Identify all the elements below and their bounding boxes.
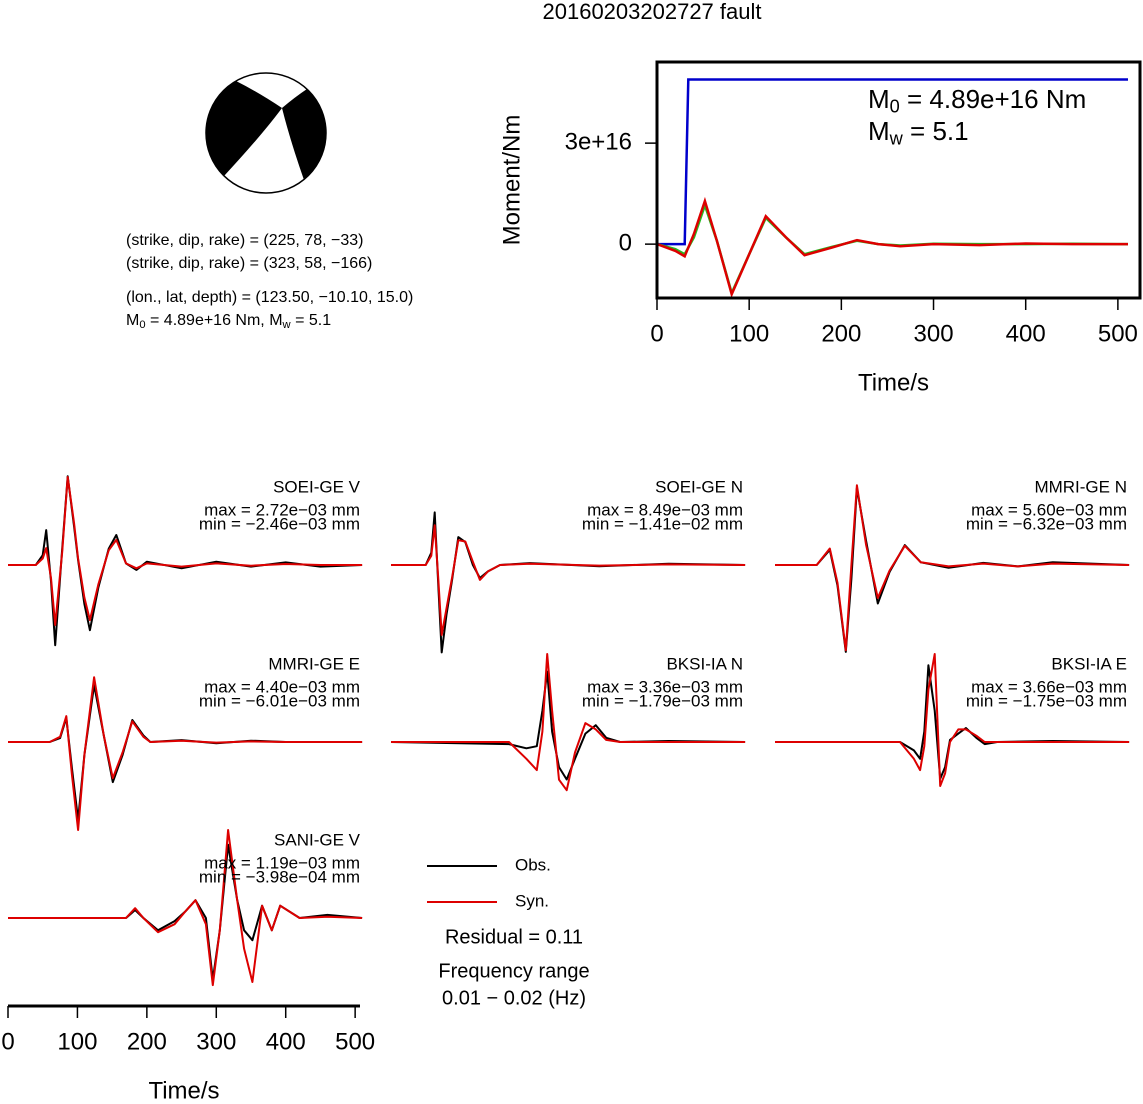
text-part: = 4.89e+16 Nm, M: [146, 312, 283, 329]
text-part: M: [868, 84, 890, 114]
x-tick-label: 200: [127, 1028, 167, 1055]
plot-frame: [655, 60, 1142, 300]
waveform-trace: [8, 829, 363, 987]
moment-curve: [657, 78, 1128, 246]
max-label: max = 2.72e−03 mm: [204, 500, 360, 519]
text-part: M: [868, 116, 890, 146]
max-label: max = 1.19e−03 mm: [204, 853, 360, 872]
station-label: MMRI-GE N: [1034, 477, 1127, 496]
station-label: SOEI-GE V: [273, 477, 361, 496]
station-label: MMRI-GE E: [268, 654, 360, 673]
min-label: min = −6.01e−03 mm: [199, 691, 360, 710]
x-tick-label: 300: [914, 320, 954, 347]
subscript: 0: [890, 96, 900, 116]
max-label: max = 4.40e−03 mm: [204, 677, 360, 696]
waveform-trace: [391, 524, 746, 636]
min-label: min = −3.98e−04 mm: [199, 867, 360, 886]
text-part: = 5.1: [291, 312, 332, 329]
legend-label: Obs.: [515, 855, 551, 874]
subscript: 0: [139, 319, 145, 331]
waveform-trace: [8, 476, 363, 626]
text-part: M: [126, 312, 139, 329]
min-label: min = −6.32e−03 mm: [966, 514, 1127, 533]
beachball: [205, 72, 327, 194]
x-axis-label: Time/s: [148, 1077, 219, 1104]
annotation: Residual = 0.11: [445, 926, 583, 948]
x-tick-label: 0: [650, 320, 663, 347]
subscript: w: [282, 319, 292, 331]
station-label: BKSI-IA E: [1051, 654, 1127, 673]
subscript: w: [889, 128, 904, 148]
mechanism-line: (lon., lat, depth) = (123.50, −10.10, 15…: [126, 289, 413, 306]
x-tick-label: 500: [335, 1028, 375, 1055]
x-tick-label: 100: [57, 1028, 97, 1055]
station-label: SANI-GE V: [274, 830, 361, 849]
min-label: min = −1.41e−02 mm: [582, 514, 743, 533]
min-label: min = −1.75e−03 mm: [966, 691, 1127, 710]
x-axis-label: Time/s: [858, 369, 929, 396]
moment-annotation: Mw = 5.1: [868, 116, 969, 148]
text-part: = 5.1: [903, 116, 969, 146]
annotation: Frequency range: [438, 960, 589, 982]
max-label: max = 8.49e−03 mm: [587, 500, 743, 519]
x-tick-label: 100: [729, 320, 769, 347]
mechanism-line: (strike, dip, rake) = (323, 58, −166): [126, 255, 372, 272]
moment-curve: [656, 196, 1128, 299]
waveform-trace: [391, 653, 746, 792]
annotation: 0.01 − 0.02 (Hz): [442, 987, 586, 1009]
y-axis-label: Moment/Nm: [498, 115, 525, 246]
max-label: max = 3.36e−03 mm: [587, 677, 743, 696]
waveform-trace: [390, 670, 746, 781]
x-tick-label: 400: [266, 1028, 306, 1055]
min-label: min = −2.46e−03 mm: [199, 514, 360, 533]
min-label: min = −1.79e−03 mm: [582, 691, 743, 710]
max-label: max = 3.66e−03 mm: [971, 677, 1127, 696]
beachball-quadrant: [205, 81, 282, 176]
station-label: SOEI-GE N: [655, 477, 743, 496]
figure-title: 20160203202727 fault: [543, 0, 762, 24]
text-part: = 4.89e+16 Nm: [900, 84, 1086, 114]
y-tick-label: 0: [619, 229, 632, 256]
mechanism-summary: M0 = 4.89e+16 Nm, Mw = 5.1: [126, 312, 331, 331]
waveform-trace: [8, 676, 363, 831]
x-tick-label: 200: [821, 320, 861, 347]
x-tick-label: 500: [1098, 320, 1138, 347]
waveform-trace: [775, 653, 1130, 787]
max-label: max = 5.60e−03 mm: [971, 500, 1127, 519]
x-tick-label: 0: [1, 1028, 14, 1055]
moment-annotation: M0 = 4.89e+16 Nm: [868, 84, 1086, 116]
mechanism-line: (strike, dip, rake) = (225, 78, −33): [126, 232, 363, 249]
y-tick-label: 3e+16: [565, 128, 632, 155]
station-label: BKSI-IA N: [666, 654, 743, 673]
beachball-quadrant: [282, 89, 327, 180]
x-tick-label: 300: [196, 1028, 236, 1055]
legend-label: Syn.: [515, 891, 549, 910]
x-tick-label: 400: [1006, 320, 1046, 347]
waveform-trace: [775, 484, 1130, 652]
